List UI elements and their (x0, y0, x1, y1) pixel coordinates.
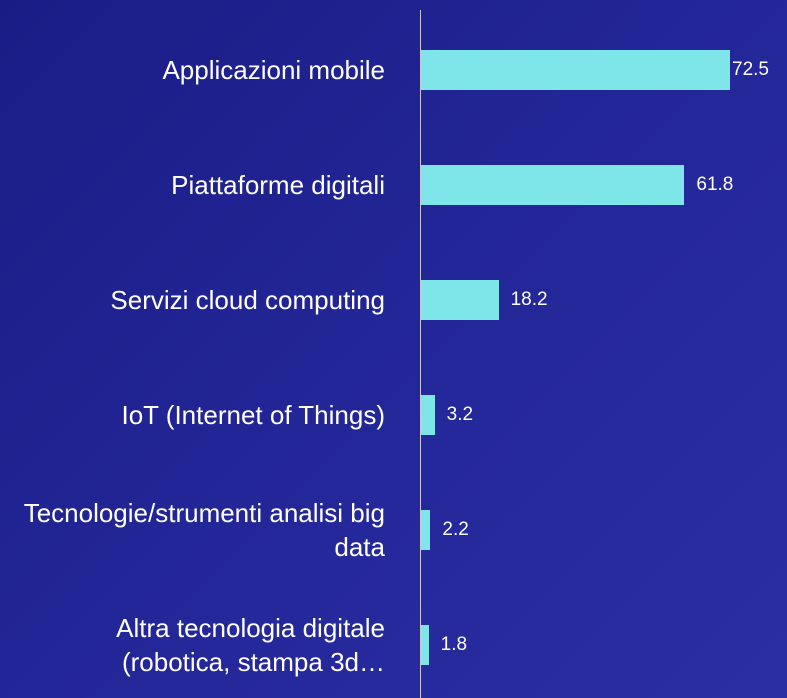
value-label: 2.2 (442, 519, 469, 540)
category-label: IoT (Internet of Things) (121, 400, 385, 430)
bar (421, 510, 431, 550)
axis-line (420, 10, 421, 698)
category-label: Piattaforme digitali (171, 170, 385, 200)
bar (421, 165, 685, 205)
value-label: 18.2 (510, 289, 548, 310)
category-label: Altra tecnologia digitale (robotica, sta… (116, 613, 385, 677)
category-label: Applicazioni mobile (162, 55, 385, 85)
value-label: 72.5 (732, 59, 769, 80)
bar (421, 50, 730, 90)
value-label: 3.2 (446, 404, 474, 425)
value-label: 61.8 (696, 174, 734, 195)
bar (421, 280, 499, 320)
category-label: Servizi cloud computing (110, 285, 385, 315)
category-label: Tecnologie/strumenti analisi big data (23, 498, 385, 562)
bar (421, 625, 429, 665)
bar (421, 395, 435, 435)
value-label: 1.8 (440, 634, 468, 655)
